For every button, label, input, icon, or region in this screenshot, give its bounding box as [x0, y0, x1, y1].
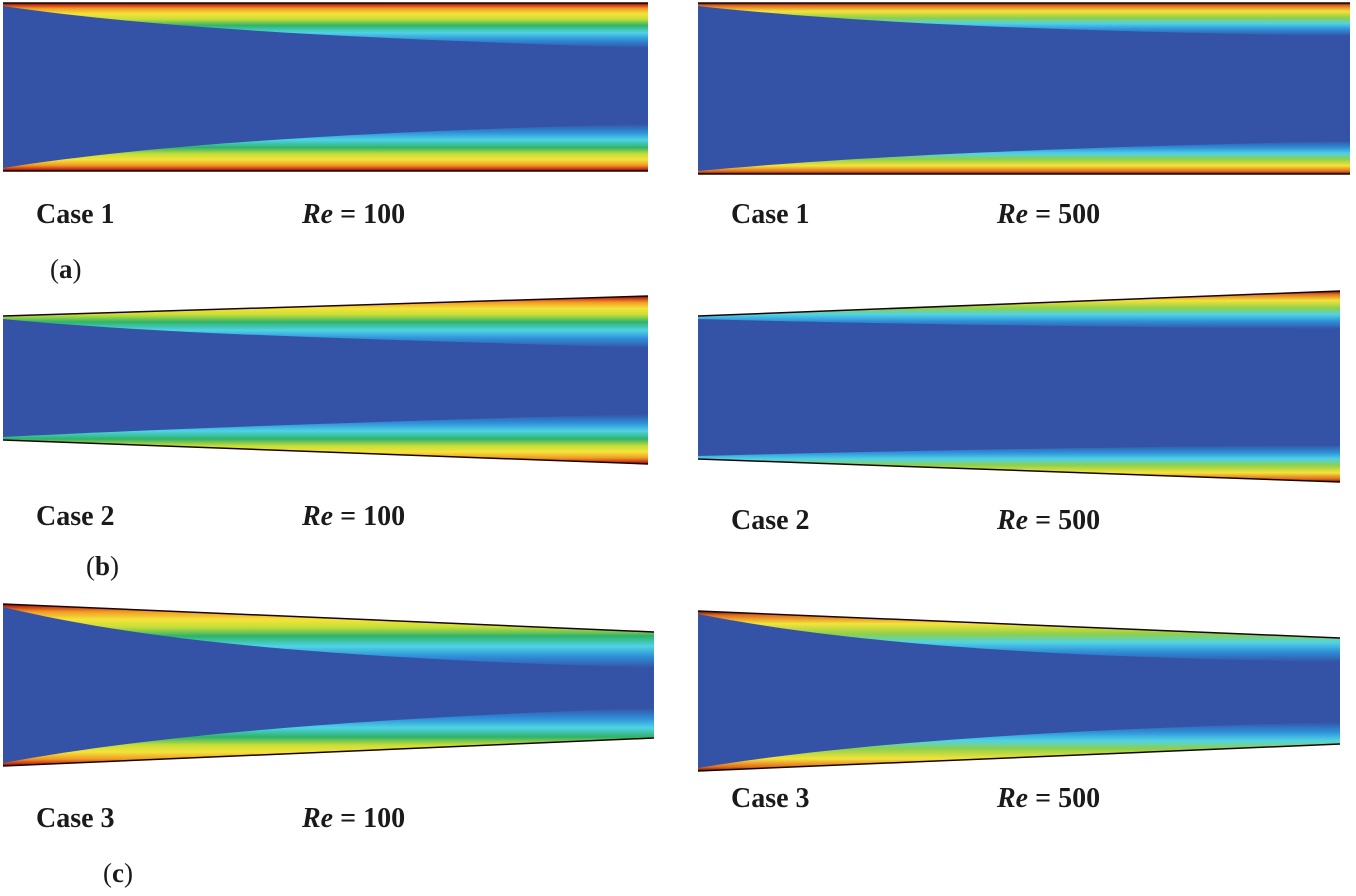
reynolds-value: = 100 — [340, 199, 406, 230]
reynolds-label: Re = 100 — [302, 805, 405, 833]
reynolds-symbol: Re — [997, 783, 1029, 814]
reynolds-symbol: Re — [997, 199, 1029, 230]
reynolds-label: Re = 500 — [997, 785, 1100, 813]
reynolds-label: Re = 100 — [302, 503, 405, 531]
reynolds-value: = 100 — [340, 803, 406, 834]
subfigure-label: (c) — [103, 858, 133, 888]
subfigure-label: (b) — [86, 551, 120, 581]
case-label: Case 3 — [36, 803, 115, 834]
contour-panel-case2-re500 — [697, 290, 1341, 483]
reynolds-value: = 500 — [1035, 199, 1101, 230]
case-label: Case 1 — [36, 199, 115, 230]
case-label: Case 1 — [731, 199, 810, 230]
case-label: Case 2 — [731, 505, 810, 536]
reynolds-label: Re = 100 — [302, 201, 405, 229]
case-label: Case 3 — [731, 783, 810, 814]
reynolds-symbol: Re — [302, 501, 334, 532]
reynolds-symbol: Re — [302, 199, 334, 230]
contour-panel-case2-re100 — [2, 295, 649, 465]
contour-panel-case1-re100 — [3, 2, 648, 172]
reynolds-label: Re = 500 — [997, 201, 1100, 229]
reynolds-value: = 500 — [1035, 505, 1101, 536]
reynolds-label: Re = 500 — [997, 507, 1100, 535]
reynolds-value: = 100 — [340, 501, 406, 532]
reynolds-value: = 500 — [1035, 783, 1101, 814]
contour-panel-case1-re500 — [698, 2, 1350, 175]
contour-panel-case3-re500 — [697, 610, 1341, 772]
reynolds-symbol: Re — [302, 803, 334, 834]
case-label: Case 2 — [36, 501, 115, 532]
subfigure-label: (a) — [50, 254, 82, 284]
reynolds-symbol: Re — [997, 505, 1029, 536]
contour-panel-case3-re100 — [2, 603, 655, 767]
